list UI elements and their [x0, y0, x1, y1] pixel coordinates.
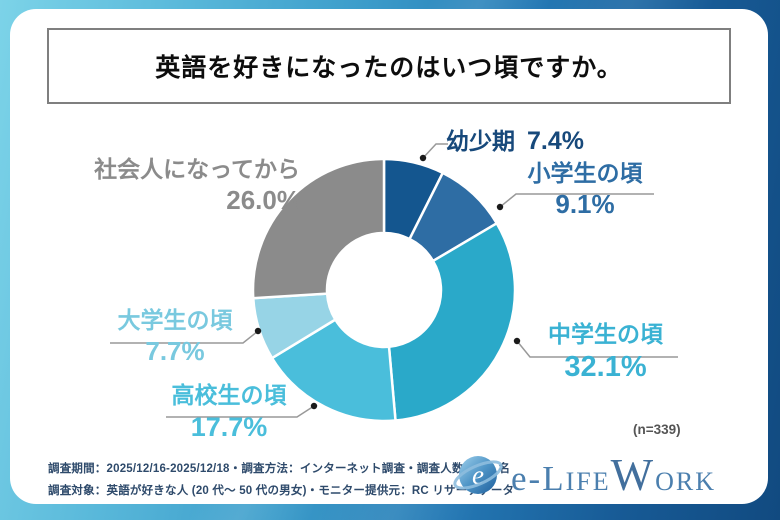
segment-label-chugaku: 中学生の頃 32.1% — [523, 321, 688, 385]
segment-label-shakaijin: 社会人になってから 26.0% — [85, 156, 300, 216]
survey-footnote-line1: 調査期間：2025/12/16-2025/12/18・調査方法：インターネット調… — [48, 463, 511, 475]
sample-size-label: (n=339) — [633, 422, 681, 437]
globe-icon: e — [453, 456, 503, 494]
donut-chart — [251, 157, 517, 423]
segment-name: 中学生の頃 — [548, 321, 663, 347]
segment-label-yosho: 幼少期 7.4% — [446, 127, 584, 156]
wordmark-part: e- — [511, 458, 543, 498]
segment-name: 社会人になってから — [94, 156, 300, 182]
segment-label-daigaku: 大学生の頃 7.7% — [100, 307, 250, 367]
brand-logo: e e- L IFE W ORK — [452, 449, 716, 501]
segment-percent: 9.1% — [555, 189, 615, 220]
segment-label-shogaku: 小学生の頃 9.1% — [500, 160, 670, 220]
segment-percent: 26.0% — [226, 185, 300, 216]
survey-footnote-line2: 調査対象：英語が好きな人 (20 代～ 50 代の男女)・モニター提供元：RC … — [48, 485, 515, 498]
wordmark-part: IFE — [565, 466, 611, 496]
title-box: 英語を好きになったのはいつ頃ですか。 — [47, 28, 731, 104]
survey-footnote: 調査期間：2025/12/16-2025/12/18・調査方法：インターネット調… — [48, 458, 514, 503]
wordmark-part: ORK — [655, 466, 716, 496]
segment-name: 幼少期 — [446, 128, 515, 154]
segment-percent: 17.7% — [190, 412, 268, 443]
segment-name: 大学生の頃 — [117, 307, 233, 333]
donut-segment-4 — [270, 318, 397, 423]
donut-segment-3 — [387, 222, 517, 422]
segment-name: 高校生の頃 — [171, 382, 287, 408]
segment-percent: 7.7% — [145, 336, 205, 367]
wordmark-part: W — [610, 449, 656, 500]
segment-percent: 7.4% — [527, 127, 584, 155]
page-title: 英語を好きになったのはいつ頃ですか。 — [155, 54, 623, 82]
donut-segment-6 — [251, 157, 386, 300]
segment-percent: 32.1% — [564, 351, 647, 384]
donut-segments — [251, 157, 517, 423]
brand-wordmark: e- L IFE W ORK — [511, 449, 716, 500]
wordmark-part: L — [542, 458, 566, 498]
segment-label-koko: 高校生の頃 17.7% — [150, 382, 308, 443]
segment-name: 小学生の頃 — [527, 160, 643, 186]
